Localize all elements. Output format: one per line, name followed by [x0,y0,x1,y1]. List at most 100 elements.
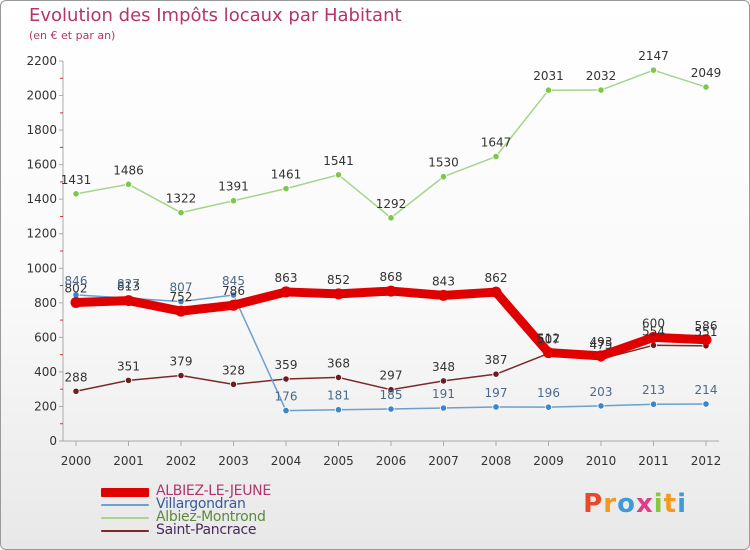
legend-swatch [101,488,149,497]
data-label: 752 [170,290,193,304]
legend-label: Saint-Pancrace [156,522,257,538]
data-label: 554 [642,324,665,338]
x-tick-label: 2001 [113,454,144,468]
x-tick-label: 2011 [638,454,669,468]
data-point [177,298,185,306]
data-label: 348 [432,360,455,374]
data-label: 185 [380,388,403,402]
legend-label: Albiez-Montrond [156,509,266,525]
data-point [334,406,343,414]
data-label: 1541 [323,154,354,168]
legend-label: Villargondran [156,496,246,512]
data-label: 181 [327,389,350,403]
data-label: 863 [275,271,298,285]
data-label: 359 [275,358,298,372]
data-point [282,375,290,383]
data-point [334,171,343,179]
chart-title: Evolution des Impôts locaux par Habitant [29,5,402,26]
data-point [387,405,395,413]
data-point [280,286,292,298]
x-tick-label: 2006 [376,454,407,468]
logo-letter: x [635,489,654,519]
data-label: 191 [432,387,455,401]
x-tick-label: 2009 [533,454,564,468]
data-label: 786 [222,284,245,298]
data-label: 214 [695,383,718,397]
logo-letter: t [663,489,678,519]
legend-swatch [101,504,149,506]
data-point [597,86,605,94]
logo-letter: r [603,489,618,519]
data-point [439,377,448,385]
data-point [490,286,502,298]
y-tick-label: 1400 [26,192,57,206]
data-label: 493 [590,335,613,349]
data-label: 868 [380,270,403,284]
data-point [544,403,553,411]
data-label: 846 [65,274,88,288]
data-label: 586 [695,319,718,333]
data-point [124,376,133,384]
data-label: 1391 [218,180,249,194]
logo-letter: P [583,489,604,519]
data-point [334,373,343,382]
data-label: 2031 [533,69,564,83]
data-label: 551 [695,325,718,339]
logo-letter: o [617,489,636,519]
data-label: 1486 [113,163,144,177]
data-label: 288 [65,370,88,384]
data-point [438,289,449,301]
data-label: 843 [432,274,455,288]
logo-letter: i [677,489,687,519]
data-point [229,197,238,205]
data-label: 1431 [61,173,92,187]
data-point [595,350,607,362]
data-label: 387 [485,353,508,367]
data-label: 802 [65,281,88,295]
x-tick-label: 2010 [586,454,617,468]
legend-item: Saint-Pancrace [101,522,381,538]
data-point [229,380,238,388]
y-tick-label: 400 [34,365,57,379]
proxiti-logo: Proxiti [583,489,687,519]
data-point [649,66,658,74]
legend-swatch [101,517,149,519]
data-label: 1461 [271,168,302,182]
chart-legend: ALBIEZ-LE-JEUNE Villargondran Albiez-Montr… [101,483,381,538]
data-label: 852 [327,273,350,287]
data-point [72,190,80,198]
y-tick-label: 1800 [26,123,57,137]
data-point [228,299,239,311]
data-label: 507 [537,332,560,346]
data-point [649,341,658,349]
data-label: 351 [117,359,140,373]
data-label: 807 [170,281,193,295]
data-point [439,404,448,412]
x-tick-label: 2000 [61,454,92,468]
chart-subtitle: (en € et par an) [29,29,116,42]
data-point [597,402,605,410]
data-point [123,295,134,307]
data-label: 196 [537,386,560,400]
data-point [177,209,185,217]
legend-label: ALBIEZ-LE-JEUNE [156,483,271,499]
data-point [439,173,448,181]
legend-item: Albiez-Montrond [101,509,381,525]
legend-item: ALBIEZ-LE-JEUNE [101,483,381,499]
data-label: 2032 [586,69,617,83]
data-label: 475 [590,338,613,352]
legend-item: Villargondran [101,496,381,512]
data-point [175,305,187,317]
data-point [385,285,397,297]
data-point [648,331,659,343]
x-tick-label: 2012 [691,454,722,468]
data-point [229,291,238,299]
data-point [70,296,82,308]
x-tick-label: 2004 [271,454,302,468]
data-label: 1322 [166,192,197,206]
data-point [282,185,290,193]
x-tick-label: 2008 [481,454,512,468]
data-point [649,400,658,408]
